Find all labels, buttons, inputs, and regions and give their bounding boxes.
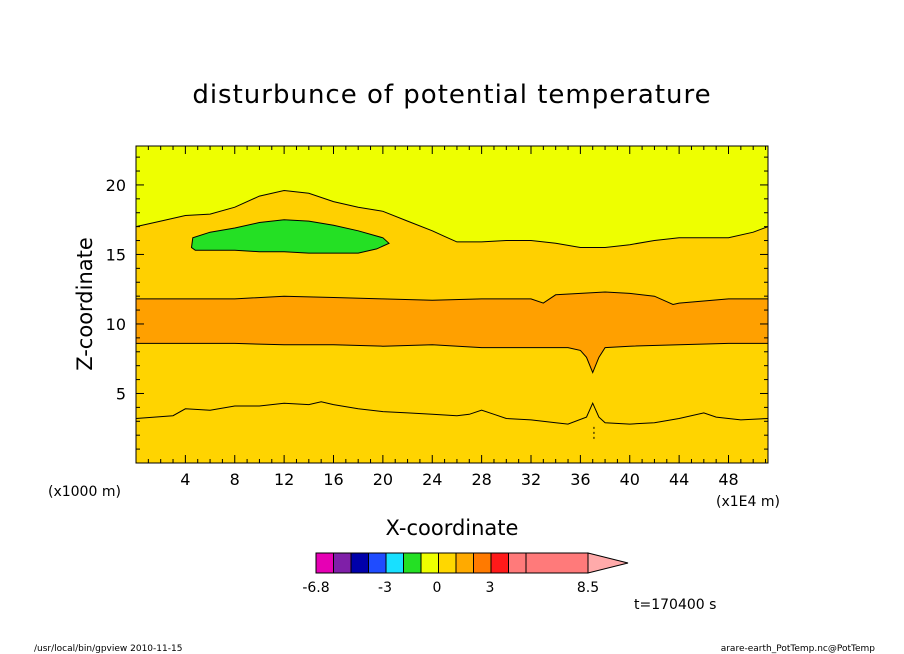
colorbar-cells xyxy=(315,552,629,574)
colorbar: -6.8 -3 0 3 8.5 xyxy=(302,552,629,596)
contour-lines xyxy=(135,189,769,440)
y-tick-label: 15 xyxy=(106,245,126,264)
colorbar-tick-label: 0 xyxy=(433,580,442,596)
x-tick-label: 32 xyxy=(521,470,541,489)
y-tick-labels: 5 10 15 20 xyxy=(106,176,126,404)
x-tick-label: 8 xyxy=(230,470,240,489)
x-tick-label: 12 xyxy=(274,470,294,489)
y-tick-label: 20 xyxy=(106,176,126,195)
x-tick-label: 36 xyxy=(570,470,590,489)
colorbar-cell-1 xyxy=(315,552,334,574)
x-tick-label: 28 xyxy=(471,470,491,489)
plot-frame xyxy=(135,145,769,464)
x-tick-label: 20 xyxy=(373,470,393,489)
colorbar-tick-label: 3 xyxy=(486,580,495,596)
contour-line-4 xyxy=(135,189,769,248)
contour-line-2 xyxy=(136,342,768,374)
x-tick-label: 16 xyxy=(323,470,343,489)
axis-ticks xyxy=(136,146,768,463)
colorbar-cell-6 xyxy=(403,552,422,574)
footer-left: /usr/local/bin/gpview 2010-11-15 xyxy=(34,644,182,654)
contour-island-1 xyxy=(190,219,390,254)
colorbar-cell-5 xyxy=(385,552,404,574)
x-tick-label: 48 xyxy=(718,470,738,489)
colorbar-extend-arrow xyxy=(587,552,629,574)
chart-title: disturbunce of potential temperature xyxy=(192,80,711,110)
contour-line-1 xyxy=(135,401,769,425)
x-tick-label: 24 xyxy=(422,470,442,489)
colorbar-cell-10 xyxy=(473,552,492,574)
contour-islands xyxy=(190,219,390,254)
colorbar-cell-3 xyxy=(350,552,369,574)
colorbar-cell-7 xyxy=(420,552,439,574)
y-axis-unit: (x1000 m) xyxy=(48,484,121,500)
contour-band-4 xyxy=(136,146,768,248)
colorbar-cell-wide xyxy=(525,552,589,574)
y-tick-label: 10 xyxy=(106,315,126,334)
colorbar-cell-11 xyxy=(490,552,509,574)
colorbar-cell-4 xyxy=(368,552,387,574)
x-tick-label: 40 xyxy=(620,470,640,489)
colorbar-tick-label: -3 xyxy=(378,580,392,596)
time-label: t=170400 s xyxy=(634,597,716,613)
colorbar-tick-labels: -6.8 -3 0 3 8.5 xyxy=(302,580,599,596)
footer-right: arare-earth_PotTemp.nc@PotTemp xyxy=(721,644,876,654)
x-tick-labels: 4 8 12 16 20 24 28 32 36 40 44 48 xyxy=(180,470,738,489)
colorbar-cell-12 xyxy=(508,552,527,574)
y-tick-label: 5 xyxy=(116,384,126,403)
colorbar-cell-2 xyxy=(333,552,352,574)
x-axis-label: X-coordinate xyxy=(386,516,519,540)
contour-bands xyxy=(136,146,768,463)
colorbar-cell-9 xyxy=(455,552,474,574)
contour-line-3 xyxy=(136,291,768,306)
x-axis-unit: (x1E4 m) xyxy=(716,494,780,510)
colorbar-tick-label: -6.8 xyxy=(302,580,329,596)
x-tick-label: 44 xyxy=(669,470,689,489)
y-axis-label: Z-coordinate xyxy=(73,237,97,371)
x-tick-label: 4 xyxy=(180,470,190,489)
colorbar-cell-8 xyxy=(438,552,457,574)
colorbar-tick-label: 8.5 xyxy=(577,580,599,596)
